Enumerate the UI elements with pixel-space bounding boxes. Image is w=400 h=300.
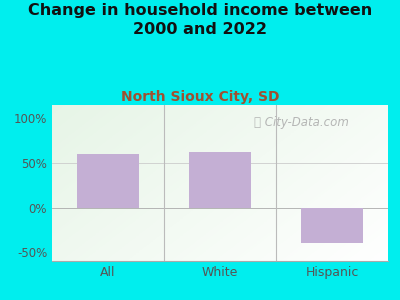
Text: North Sioux City, SD: North Sioux City, SD: [121, 90, 279, 104]
Text: Change in household income between
2000 and 2022: Change in household income between 2000 …: [28, 3, 372, 37]
Bar: [189, 152, 251, 208]
Bar: [77, 154, 139, 208]
Bar: [301, 208, 363, 243]
Text: ⓘ City-Data.com: ⓘ City-Data.com: [254, 116, 348, 129]
